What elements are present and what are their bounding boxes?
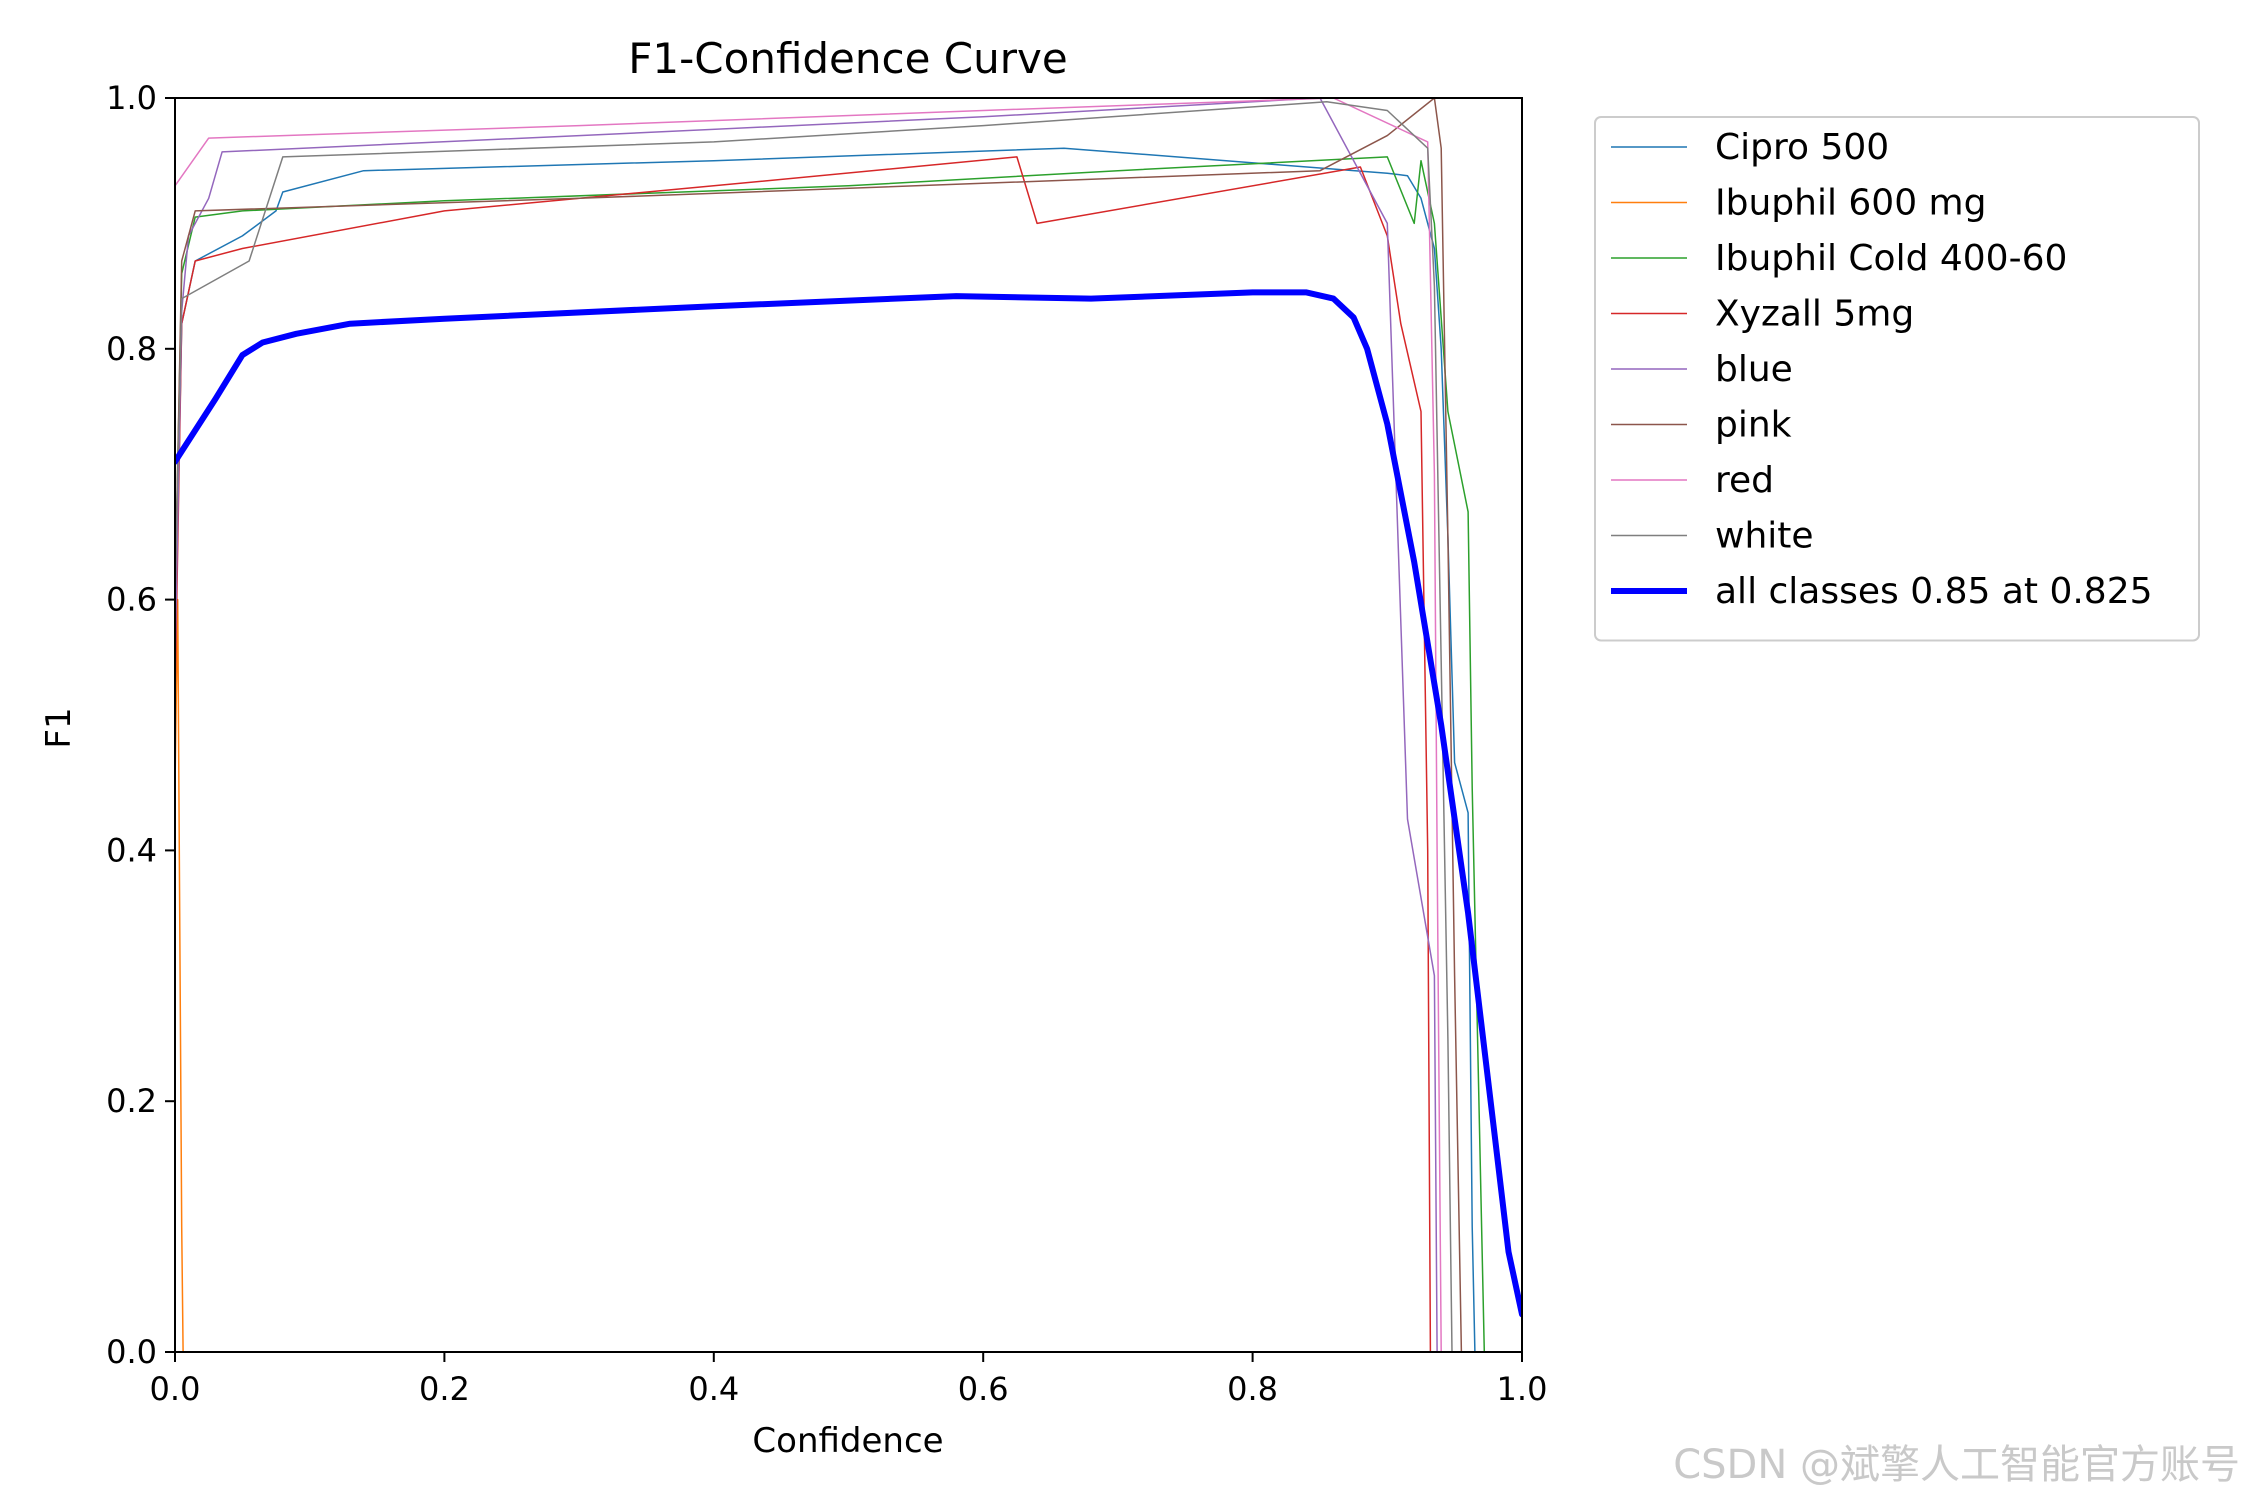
series-line-6	[175, 98, 1442, 1352]
y-tick-label: 0.4	[106, 831, 157, 869]
x-tick-label: 0.2	[419, 1370, 470, 1408]
axes-frame	[174, 97, 1523, 1353]
x-axis-label: Confidence	[752, 1421, 943, 1461]
y-tick-label: 0.2	[106, 1082, 157, 1120]
legend-label: blue	[1715, 349, 1793, 390]
series-line-3	[175, 156, 1432, 1352]
x-tick-label: 1.0	[1497, 1370, 1548, 1408]
plot-area	[175, 98, 1522, 1352]
y-tick-label: 0.6	[106, 581, 157, 619]
legend-label: all classes 0.85 at 0.825	[1715, 571, 2153, 612]
series-line-5	[175, 98, 1463, 1352]
series-line-2	[175, 156, 1486, 1352]
x-tick-label: 0.0	[150, 1370, 201, 1408]
y-tick-label: 0.8	[106, 330, 157, 368]
legend-box	[1594, 116, 2200, 642]
y-tick-label: 0.0	[106, 1333, 157, 1371]
watermark-text: CSDN @斌擎人工智能官方账号	[1673, 1442, 2240, 1488]
legend-label: pink	[1715, 405, 1792, 446]
legend-label: Ibuphil Cold 400-60	[1715, 238, 2067, 279]
legend-label: white	[1715, 516, 1814, 557]
legend-label: Cipro 500	[1715, 127, 1889, 168]
x-tick-label: 0.8	[1227, 1370, 1278, 1408]
series-line-4	[175, 98, 1438, 1352]
y-axis-label: F1	[39, 707, 79, 748]
chart-title: F1-Confidence Curve	[628, 34, 1067, 83]
y-tick-label: 1.0	[106, 79, 157, 117]
x-tick-label: 0.4	[688, 1370, 739, 1408]
legend-label: red	[1715, 460, 1774, 501]
series-line-0	[175, 147, 1476, 1352]
series-line-8	[175, 289, 1522, 1318]
legend-label: Ibuphil 600 mg	[1715, 183, 1986, 224]
series-line-7	[175, 101, 1453, 1352]
series-line-1	[175, 598, 1522, 1352]
legend-label: Xyzall 5mg	[1715, 294, 1914, 335]
legend: Cipro 500 Ibuphil 600 mg Ibuphil Cold 400-…	[1594, 116, 2200, 642]
axes: 0.0 0.2 0.4 0.6 0.8 1.0 0.0 0.2 0.4 0.6 0.8 1.0	[106, 79, 1547, 1408]
x-tick-label: 0.6	[958, 1370, 1009, 1408]
